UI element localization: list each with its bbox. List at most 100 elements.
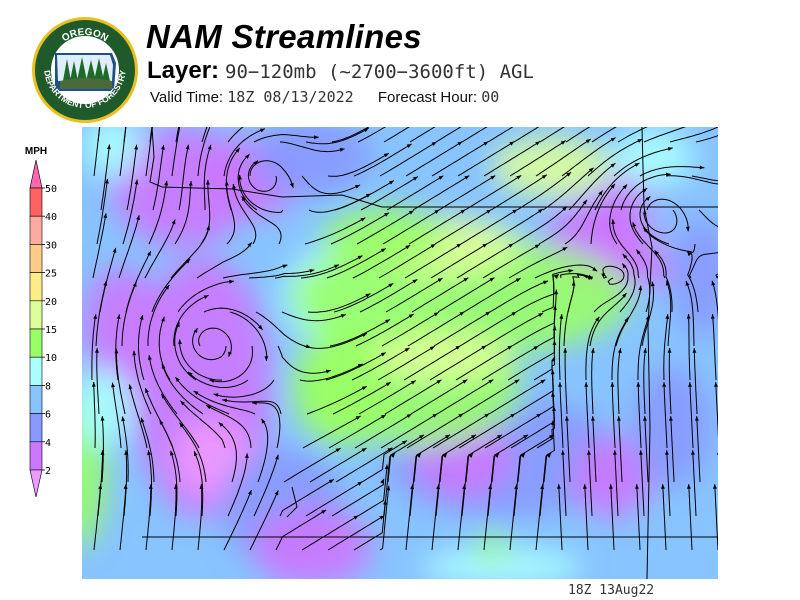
streamline <box>328 414 387 449</box>
streamline-arrow <box>380 248 386 253</box>
streamline <box>614 450 619 517</box>
streamline <box>229 311 268 361</box>
streamline <box>203 144 212 210</box>
wind-speed-area <box>422 547 582 579</box>
streamline <box>404 243 462 279</box>
streamline <box>387 434 425 483</box>
streamline <box>461 452 474 517</box>
streamline-arrow <box>515 278 521 283</box>
streamline <box>540 356 556 415</box>
streamline <box>384 379 442 415</box>
streamline-arrow <box>541 174 547 179</box>
streamline <box>438 175 496 211</box>
streamline <box>357 464 388 517</box>
streamline <box>689 382 694 449</box>
streamline <box>218 422 237 483</box>
wind-speed-area <box>612 127 692 187</box>
streamline-arrow <box>218 422 224 427</box>
streamline-arrow <box>636 249 641 255</box>
colorbar-tick-label: 6 <box>45 410 51 421</box>
streamline <box>179 339 223 381</box>
streamline-arrow <box>165 284 170 290</box>
streamline-arrow <box>175 377 180 382</box>
streamline <box>121 416 129 483</box>
streamline-arrow <box>100 416 105 421</box>
streamline <box>359 278 418 313</box>
streamline-arrow <box>123 484 128 489</box>
streamline <box>325 352 387 381</box>
streamline <box>663 314 669 381</box>
streamline <box>330 212 390 245</box>
streamline <box>93 127 101 177</box>
wind-speed-area <box>252 127 372 197</box>
streamline <box>174 180 192 245</box>
streamline <box>461 127 488 143</box>
streamline <box>433 311 491 347</box>
streamline <box>147 284 170 346</box>
streamline-arrow <box>139 314 144 320</box>
streamline-arrow <box>716 452 718 455</box>
streamline-arrow <box>445 434 450 439</box>
streamline <box>429 345 487 381</box>
streamline <box>175 376 230 415</box>
streamline <box>509 484 518 551</box>
streamline <box>380 413 438 449</box>
streamline-arrow <box>645 315 650 321</box>
streamline-arrow <box>289 182 294 188</box>
streamline <box>436 379 494 415</box>
streamline-arrow <box>489 277 495 282</box>
streamline-arrow <box>540 379 546 384</box>
streamline <box>331 478 385 517</box>
colorbar-segment <box>29 187 43 217</box>
streamline <box>275 509 327 551</box>
streamline-arrow <box>264 356 269 361</box>
streamline-arrow <box>481 345 487 350</box>
colorbar-tick-label: 20 <box>45 297 57 308</box>
streamline <box>620 173 671 211</box>
streamline <box>301 175 361 195</box>
streamline <box>203 307 263 331</box>
streamline-arrow <box>494 453 500 458</box>
streamline <box>643 127 687 143</box>
streamline-arrow <box>205 179 210 185</box>
streamline-arrow <box>632 222 637 228</box>
streamline-arrow <box>667 147 673 151</box>
streamline <box>192 327 227 361</box>
streamline <box>274 264 340 279</box>
streamline-arrow <box>136 215 140 221</box>
streamline-arrow <box>538 313 544 317</box>
streamline <box>279 141 345 153</box>
streamline-arrow <box>282 264 288 269</box>
valid-time-label: Valid Time: <box>150 89 224 106</box>
streamline-arrow <box>229 279 234 284</box>
streamline-arrow <box>145 388 149 394</box>
streamline-arrow <box>385 382 391 387</box>
streamline-arrow <box>410 380 416 385</box>
streamline <box>354 413 412 449</box>
streamline <box>241 195 282 245</box>
streamline <box>173 294 209 347</box>
streamline <box>459 311 517 347</box>
streamline <box>196 242 253 279</box>
streamline <box>145 484 152 551</box>
streamline-arrow <box>103 280 108 286</box>
colorbar-max-triangle <box>29 159 43 189</box>
colorbar-min-triangle <box>29 469 43 498</box>
streamline-arrow <box>388 283 394 288</box>
streamline-arrow <box>592 267 598 272</box>
streamline <box>198 327 232 357</box>
streamline <box>692 450 697 517</box>
streamline <box>209 345 254 383</box>
streamline-arrow <box>406 413 412 419</box>
streamline <box>464 174 522 211</box>
streamline <box>305 481 363 517</box>
streamline <box>122 179 138 245</box>
streamline <box>361 440 408 483</box>
streamline <box>646 198 689 232</box>
streamline <box>714 484 718 551</box>
streamline-arrow <box>610 382 615 387</box>
streamline-arrow <box>622 293 627 298</box>
streamline-arrow <box>667 348 672 353</box>
streamline-arrow <box>222 398 227 403</box>
streamline <box>691 175 718 182</box>
